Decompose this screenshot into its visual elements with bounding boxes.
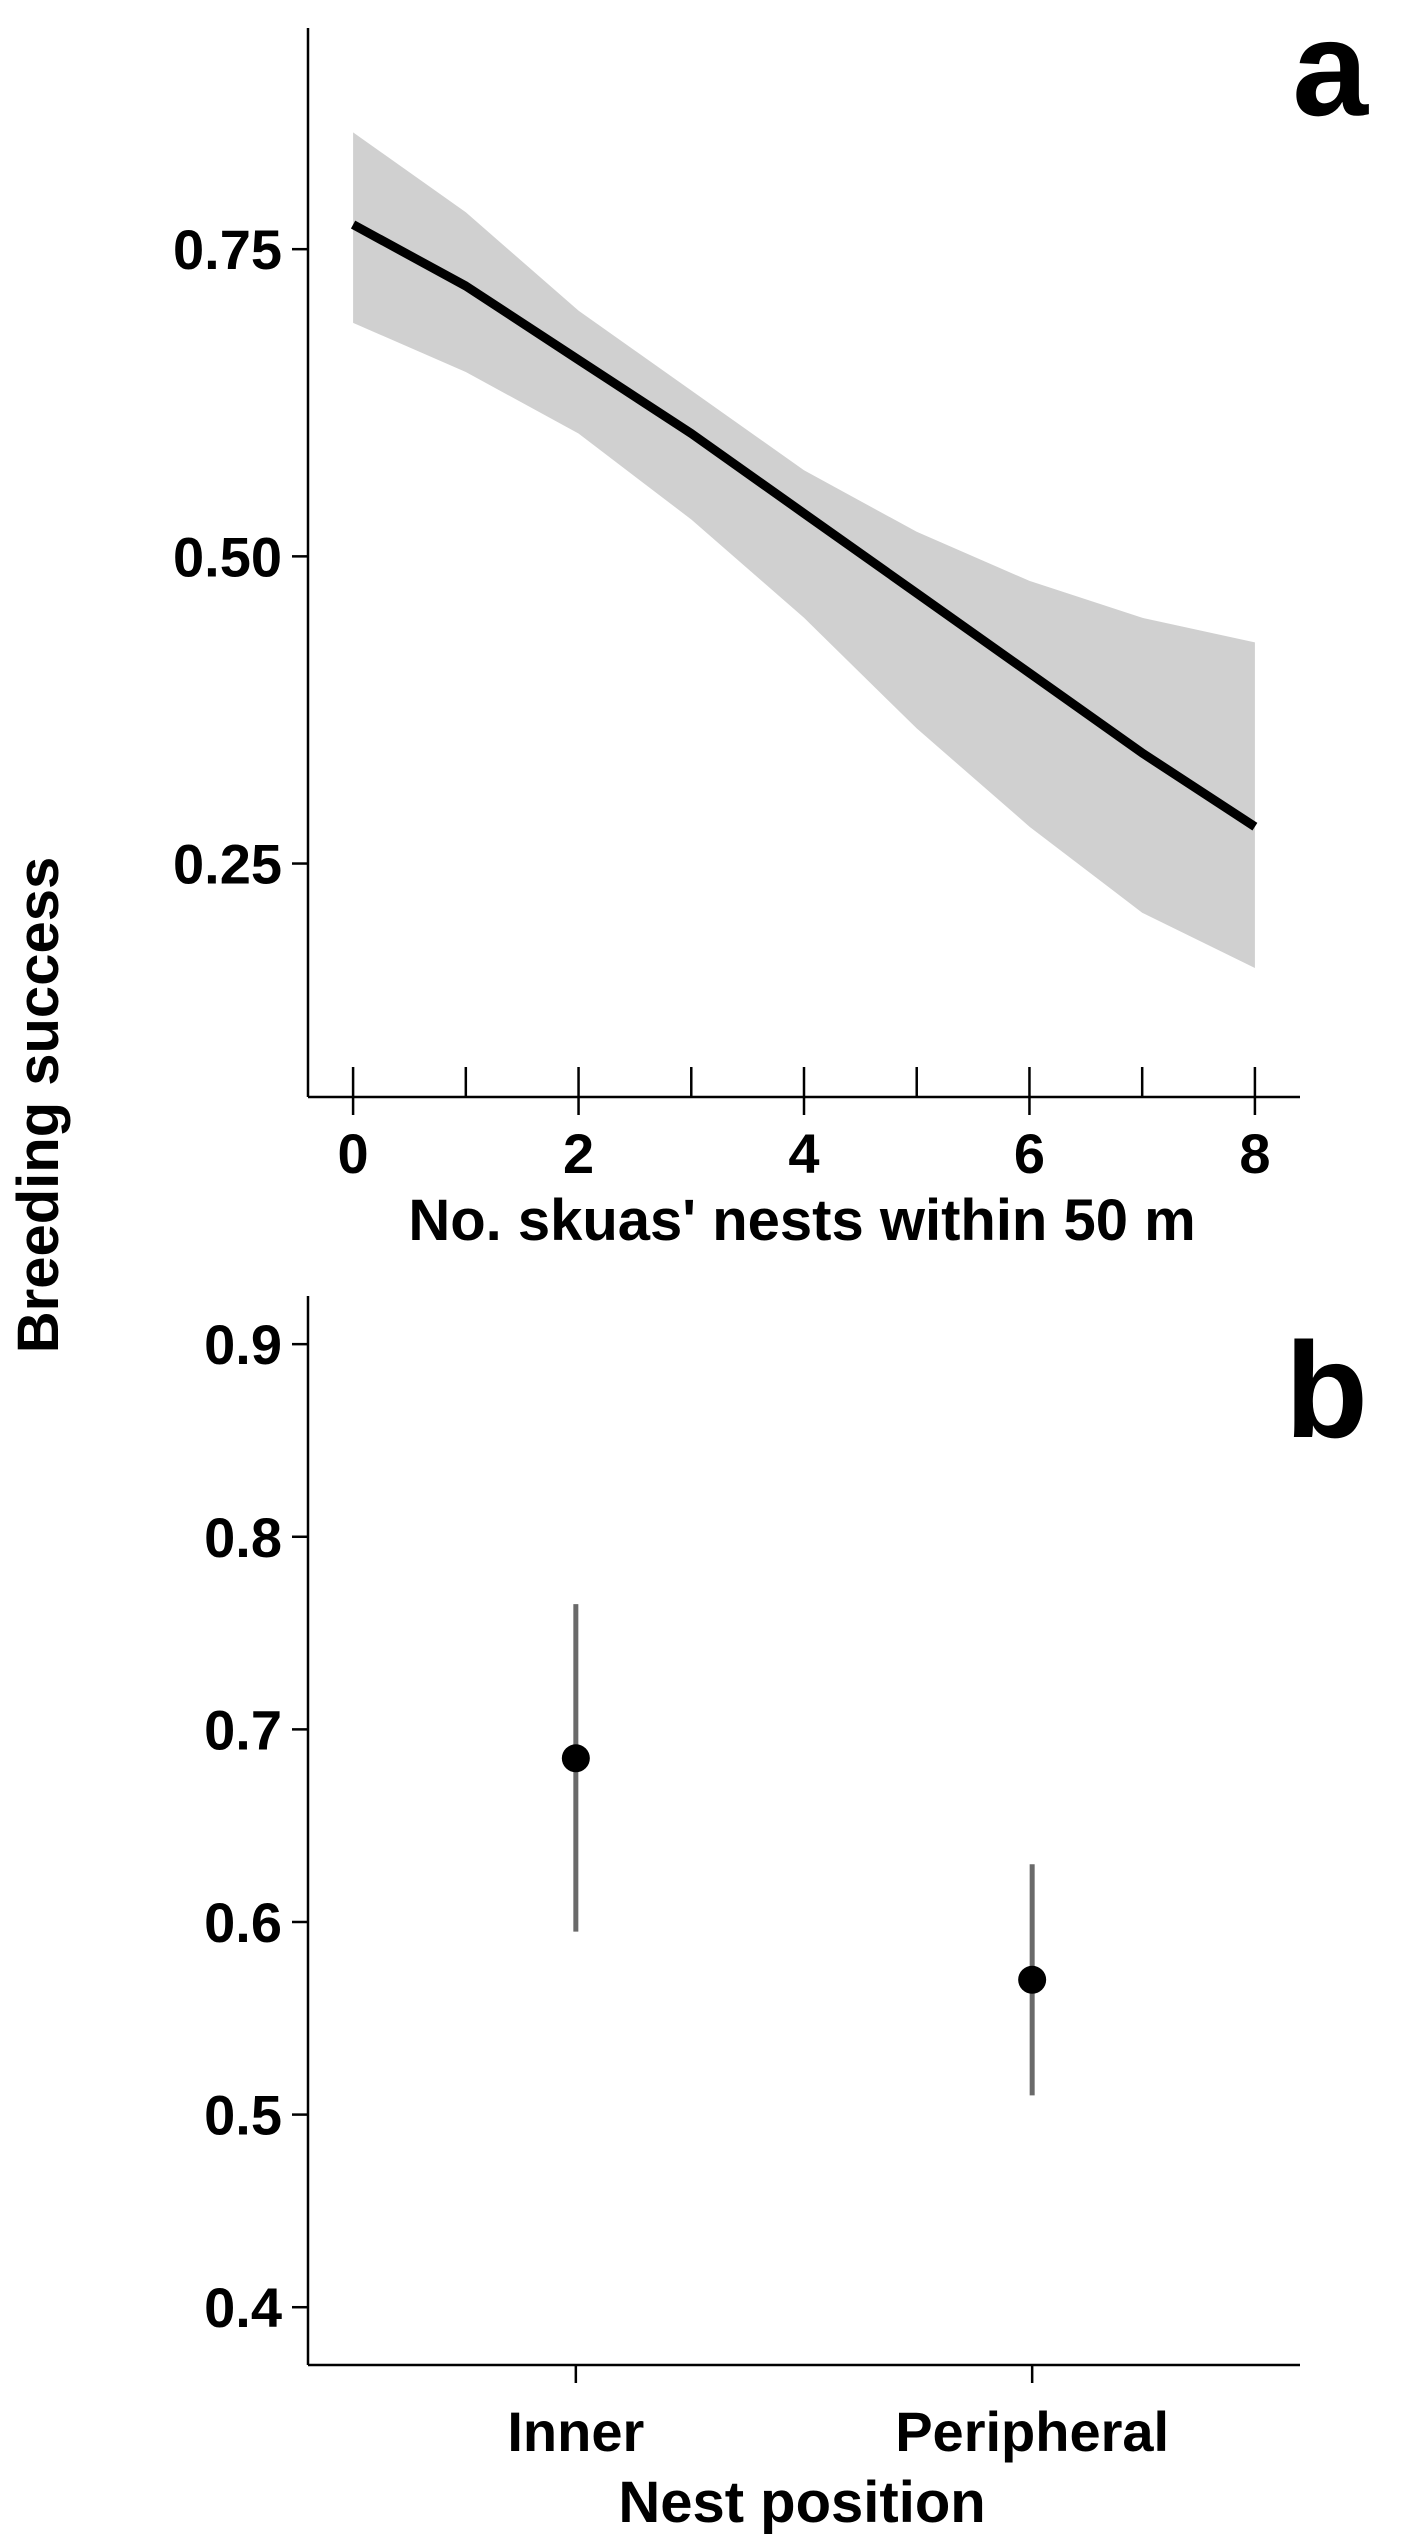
y-tick-label: 0.50: [173, 525, 282, 588]
data-point: [561, 1744, 590, 1773]
x-tick-label: Peripheral: [895, 2400, 1169, 2463]
y-tick-label: 0.4: [204, 2276, 282, 2339]
panel-b: b Inner Peripheral 0.4 0.5 0.6 0.7 0.8 0.9 Nes…: [204, 1296, 1368, 2535]
panel-b-x-axis-title: Nest position: [618, 2470, 985, 2535]
y-tick-label: 0.6: [204, 1891, 282, 1954]
panel-b-label: b: [1285, 1314, 1368, 1466]
y-tick-label: 0.25: [173, 833, 282, 896]
panel-b-y-ticks: 0.4 0.5 0.6 0.7 0.8 0.9: [204, 1313, 308, 2339]
panel-a: a 0 2 4 6 8 0.25 0.50 0.75 No. skuas' nests wi…: [173, 0, 1369, 1253]
x-tick-label: 0: [338, 1122, 369, 1185]
y-tick-label: 0.8: [204, 1506, 282, 1569]
panel-b-x-ticks: Inner Peripheral: [507, 2365, 1169, 2463]
panel-b-plot-area: [561, 1604, 1047, 2096]
y-tick-label: 0.7: [204, 1698, 282, 1761]
data-point: [1018, 1965, 1047, 1994]
panel-a-label: a: [1292, 0, 1369, 144]
confidence-ribbon: [353, 132, 1255, 968]
y-tick-label: 0.9: [204, 1313, 282, 1376]
fitted-line: [350, 220, 1258, 831]
y-tick-label: 0.5: [204, 2084, 282, 2147]
y-tick-label: 0.75: [173, 218, 282, 281]
x-tick-label: 4: [788, 1122, 819, 1185]
panel-a-plot-area: [350, 132, 1258, 968]
y-axis-title: Breeding success: [6, 857, 71, 1353]
x-tick-label: 8: [1239, 1122, 1270, 1185]
panel-a-x-ticks: 0 2 4 6 8: [338, 1067, 1270, 1185]
x-tick-label: Inner: [507, 2400, 644, 2463]
x-tick-label: 2: [563, 1122, 594, 1185]
panel-a-x-axis-title: No. skuas' nests within 50 m: [408, 1188, 1195, 1253]
x-tick-label: 6: [1014, 1122, 1045, 1185]
panel-a-y-ticks: 0.25 0.50 0.75: [173, 218, 308, 896]
